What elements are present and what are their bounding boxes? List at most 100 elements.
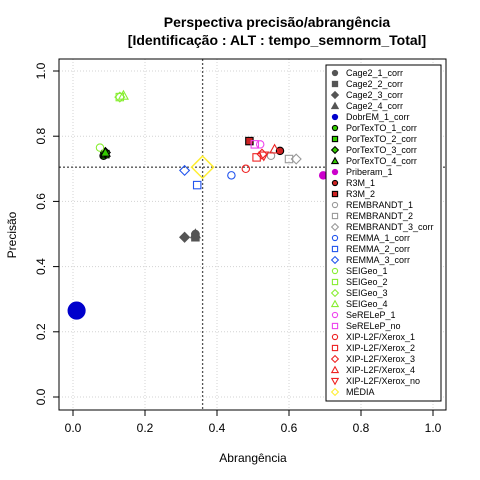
legend-marker [331, 124, 339, 132]
x-tick-label: 0.8 [353, 421, 370, 435]
y-tick-label: 0.4 [34, 258, 48, 275]
legend-entry: Cage2_1_corr [346, 68, 403, 78]
legend-entry: PorTexTO_1_corr [346, 123, 417, 133]
legend-entry: R3M_2 [346, 189, 375, 199]
legend-marker [331, 135, 339, 143]
legend-marker [330, 377, 340, 386]
data-point [258, 151, 270, 162]
legend-entry: DobrEM_1_corr [346, 112, 410, 122]
legend-marker [331, 322, 339, 330]
data-point [114, 91, 126, 103]
data-point [95, 143, 105, 152]
legend-entry: XIP-L2F/Xerox_no [346, 376, 420, 386]
legend-entry: SEIGeo_1 [346, 266, 388, 276]
x-tick-label: 1.0 [425, 421, 442, 435]
legend-entry: SeRELeP_no [346, 321, 401, 331]
x-axis-label: Abrangência [219, 451, 287, 465]
legend-entry: PorTexTO_2_corr [346, 134, 417, 144]
data-point [67, 301, 86, 320]
y-tick-label: 0.6 [34, 193, 48, 210]
data-point [179, 164, 191, 177]
x-tick-label: 0.2 [137, 421, 154, 435]
data-point [192, 180, 202, 190]
legend-marker [330, 222, 340, 232]
x-tick-label: 0.4 [209, 421, 226, 435]
legend-entry: REMBRANDT_3_corr [346, 222, 434, 232]
legend-box [325, 64, 442, 402]
data-point [250, 140, 260, 149]
legend-marker [330, 101, 340, 110]
legend-entry: REMMA_1_corr [346, 233, 410, 243]
legend-entry: XIP-L2F/Xerox_3 [346, 354, 415, 364]
legend-entry: REMBRANDT_2 [346, 211, 413, 221]
legend-marker [331, 201, 339, 209]
legend-marker [331, 245, 339, 253]
chart-title-line1: Perspectiva precisão/abrangência [164, 14, 391, 30]
y-axis-label: Precisão [5, 211, 19, 258]
legend-entry: REMMA_3_corr [346, 255, 410, 265]
legend-entry: SEIGeo_2 [346, 277, 388, 287]
data-point [290, 153, 302, 165]
data-point [255, 140, 265, 149]
legend-entry: PorTexTO_3_corr [346, 145, 417, 155]
data-point [284, 154, 294, 164]
legend-marker [330, 288, 340, 298]
legend-entry: SeRELeP_1 [346, 310, 396, 320]
chart-title-line2: [Identificação : ALT : tempo_semnorm_Tot… [128, 32, 426, 48]
data-point [241, 164, 251, 174]
y-tick-label: 0.0 [34, 388, 48, 405]
legend-marker [331, 190, 339, 198]
legend-marker [331, 179, 339, 187]
legend-marker [330, 299, 340, 308]
legend-marker [331, 80, 339, 88]
legend-entry: PorTexTO_4_corr [346, 156, 417, 166]
legend-marker [331, 212, 339, 220]
legend-marker [331, 168, 339, 176]
y-axis: 0.0 0.2 0.4 0.6 0.8 1.0 [34, 62, 60, 405]
data-point [115, 92, 125, 102]
legend-marker [330, 156, 340, 165]
legend-marker [331, 69, 339, 77]
x-axis: 0.0 0.2 0.4 0.6 0.8 1.0 [65, 409, 442, 435]
legend-marker [330, 90, 340, 100]
legend-entry: SEIGeo_4 [346, 299, 388, 309]
legend-entry: Cage2_2_corr [346, 79, 403, 89]
legend-marker [330, 354, 340, 364]
legend-marker [330, 255, 340, 265]
legend-marker [331, 344, 339, 352]
legend-marker [331, 234, 339, 242]
data-point [117, 89, 129, 100]
legend-marker [331, 113, 339, 121]
data-point [252, 153, 261, 162]
legend-marker [330, 145, 340, 155]
legend-entry: XIP-L2F/Xerox_1 [346, 332, 415, 342]
y-tick-label: 1.0 [34, 62, 48, 79]
y-tick-label: 0.8 [34, 128, 48, 145]
legend-marker [331, 311, 339, 319]
legend-entry: Cage2_3_corr [346, 90, 403, 100]
data-point [99, 146, 111, 157]
legend-marker [331, 278, 339, 286]
legend-entry: R3M_1 [346, 178, 375, 188]
reference-lines [59, 59, 446, 410]
data-point [179, 231, 191, 243]
legend-entry: REMMA_2_corr [346, 244, 410, 254]
data-point [189, 228, 201, 239]
legend-marker [330, 365, 340, 374]
legend: Cage2_1_corrCage2_2_corrCage2_3_corrCage… [325, 64, 442, 402]
y-tick-label: 0.2 [34, 323, 48, 340]
legend-marker [330, 387, 340, 397]
data-points [67, 89, 328, 320]
data-point [227, 171, 236, 180]
x-tick-label: 0.0 [65, 421, 82, 435]
legend-entry: SEIGeo_3 [346, 288, 388, 298]
legend-marker [331, 333, 339, 341]
legend-entry: REMBRANDT_1 [346, 200, 413, 210]
x-tick-label: 0.6 [281, 421, 298, 435]
legend-entry: MÉDIA [346, 387, 375, 397]
data-point [190, 155, 215, 180]
legend-entry: Priberam_1 [346, 167, 393, 177]
legend-entry: Cage2_4_corr [346, 101, 403, 111]
legend-entry: XIP-L2F/Xerox_2 [346, 343, 415, 353]
